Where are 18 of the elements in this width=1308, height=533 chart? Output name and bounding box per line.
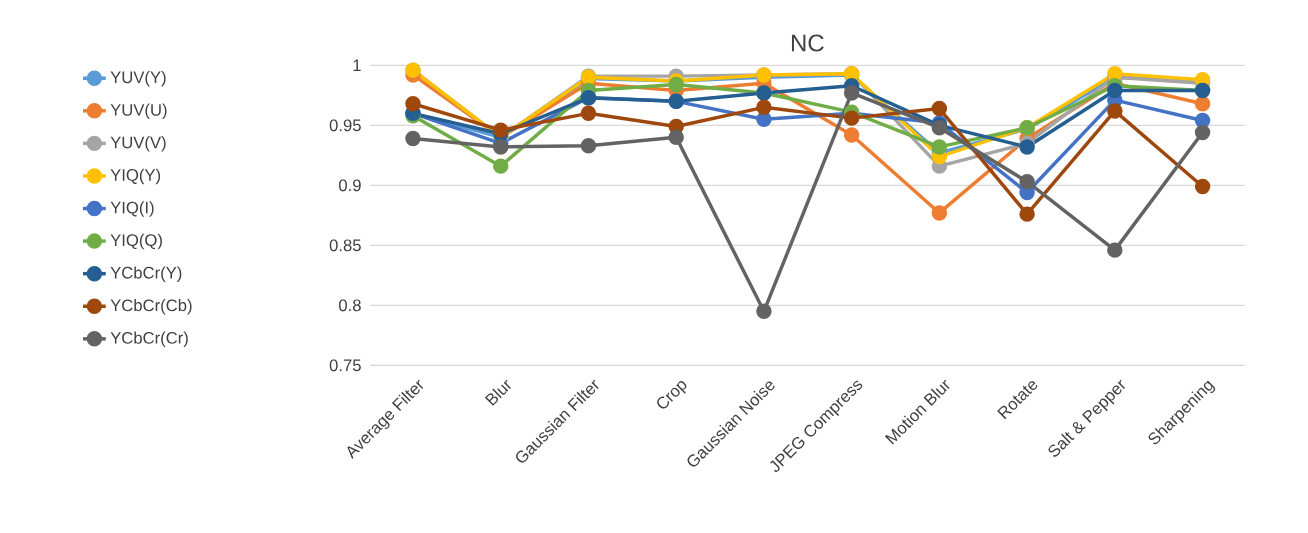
y-tick-label: 0.95 [329, 119, 361, 132]
legend-label: YCbCr(Cb) [110, 298, 192, 315]
y-tick-label: 0.75 [329, 359, 361, 372]
legend-label: YIQ(Q) [110, 233, 162, 250]
y-tick-label: 0.85 [329, 239, 361, 252]
x-tick-label: Blur [484, 379, 511, 406]
legend-label: YCbCr(Cr) [110, 331, 188, 347]
legend-label: YUV(Y) [110, 70, 166, 87]
chart-title: NC [791, 34, 824, 52]
y-tick-label: 1 [353, 59, 361, 71]
y-tick-label: 0.8 [339, 299, 361, 312]
legend-label: YUV(U) [110, 103, 167, 119]
x-tick-label: Crop [657, 380, 687, 409]
legend-label: YIQ(I) [110, 201, 154, 217]
legend-label: YIQ(Y) [110, 168, 161, 185]
y-tick-label: 0.9 [339, 179, 361, 192]
legend-label: YUV(V) [110, 135, 166, 152]
legend-label: YCbCr(Y) [110, 266, 182, 282]
